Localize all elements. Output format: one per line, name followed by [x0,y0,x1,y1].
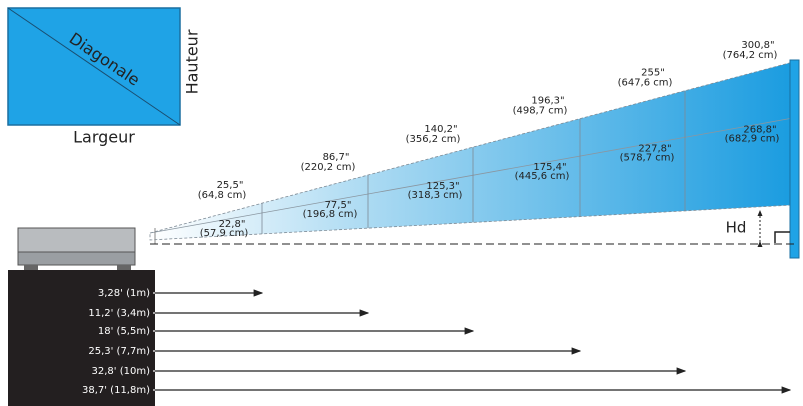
width-cm: (318,3 cm) [408,190,463,201]
diagonal-cm: (356,2 cm) [406,134,461,145]
diagonal-cm: (764,2 cm) [723,50,778,61]
diagonal-cm: (647,6 cm) [618,78,673,89]
distance-panel [8,270,155,406]
distance-label: 11,2' (3,4m) [88,308,150,319]
hd-bracket [774,231,790,243]
screen [789,59,800,259]
projector-base [17,251,136,266]
diagonal-inch: 300,8" [741,40,774,51]
distance-label: 38,7' (11,8m) [82,385,150,396]
width-label: Largeur [73,128,135,147]
width-cm: (682,9 cm) [725,134,780,145]
diagonal-inch: 25,5" [217,180,244,191]
width-cm: (57,9 cm) [200,228,249,239]
diagonal-inch: 255" [641,68,665,79]
distance-label: 3,28' (1m) [98,288,150,299]
width-cm: (445,6 cm) [515,171,570,182]
distance-label: 25,3' (7,7m) [88,346,150,357]
width-cm: (578,7 cm) [620,152,675,163]
diagonal-inch: 86,7" [323,152,350,163]
width-inch: 125,3" [426,181,459,192]
width-inch: 227,8" [638,143,671,154]
width-cm: (196,8 cm) [303,209,358,220]
projector-foot [117,265,131,270]
width-inch: 175,4" [533,162,566,173]
diagonal-cm: (498,7 cm) [513,106,568,117]
distance-label: 32,8' (10m) [92,366,151,377]
diagonal-cm: (220,2 cm) [301,162,356,173]
screen-legend-diagonal [7,7,181,126]
projection-beam [149,61,794,241]
diagonal-cm: (64,8 cm) [198,190,247,201]
width-inch: 268,8" [743,125,776,136]
width-line [149,117,794,234]
distance-label: 18' (5,5m) [98,326,150,337]
diagonal-inch: 196,3" [531,96,564,107]
projector-foot [24,265,38,270]
hd-label: Hd [726,219,747,237]
width-inch: 22,8" [219,219,246,230]
diagonal-inch: 140,2" [424,124,457,135]
width-inch: 77,5" [325,200,352,211]
height-label: Hauteur [183,29,202,94]
